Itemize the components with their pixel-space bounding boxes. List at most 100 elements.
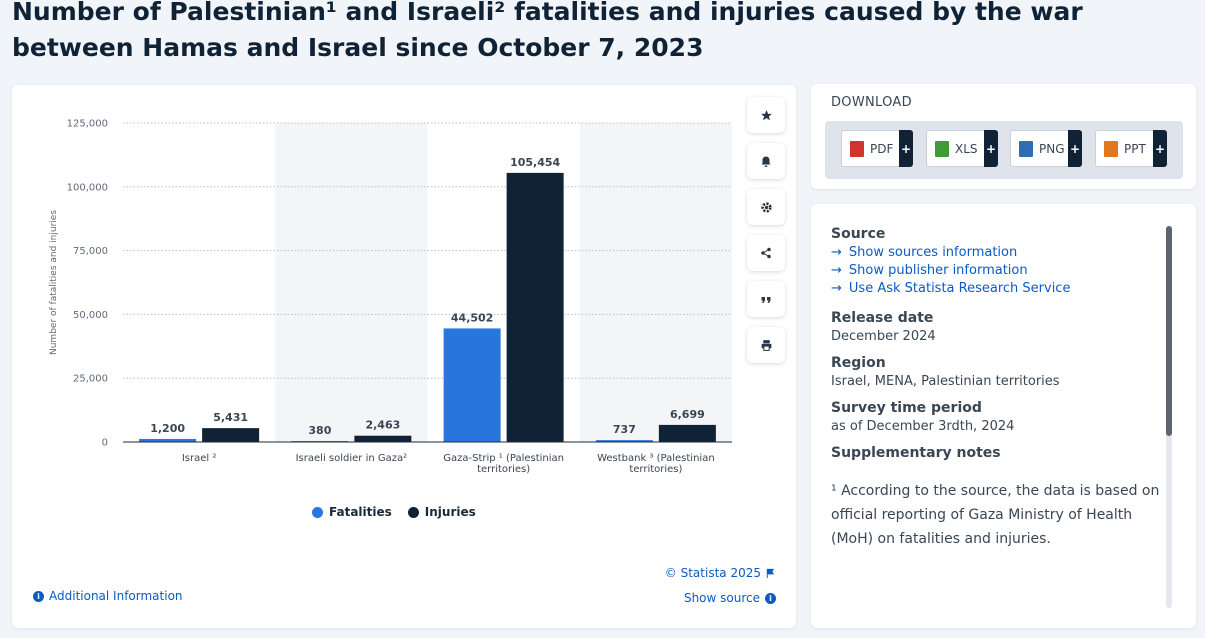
info-panel: Source → Show sources information → Show p… <box>811 204 1196 628</box>
ask-statista-link[interactable]: → Use Ask Statista Research Service <box>831 281 1161 296</box>
notification-button[interactable] <box>747 143 785 179</box>
y-tick-label: 25,000 <box>73 374 108 385</box>
download-png-button[interactable]: PNG + <box>1010 130 1082 167</box>
category-band <box>579 123 732 442</box>
download-ppt-label: PPT <box>1124 141 1146 156</box>
survey-period-value: as of December 3rdth, 2024 <box>831 419 1015 434</box>
info-content: Source → Show sources information → Show p… <box>831 226 1161 551</box>
bar-injuries <box>202 428 260 442</box>
print-icon <box>761 339 771 351</box>
chart-legend: Fatalities Injuries <box>312 505 476 519</box>
download-pdf-button[interactable]: PDF + <box>841 130 913 167</box>
arrow-right-icon: → <box>831 245 842 260</box>
bar-injuries <box>506 172 564 442</box>
release-date-heading: Release date <box>831 310 934 326</box>
download-pdf-label: PDF <box>870 141 894 156</box>
y-tick-label: 0 <box>102 438 108 449</box>
bar-injuries <box>658 424 716 442</box>
page-title: Number of Palestinian¹ and Israeli² fata… <box>12 0 1083 62</box>
legend-label-fatalities: Fatalities <box>329 505 392 519</box>
info-icon: i <box>33 590 44 602</box>
data-label: 6,699 <box>670 408 705 421</box>
bar-fatalities <box>443 328 501 442</box>
ppt-file-icon <box>1104 140 1118 157</box>
region-value: Israel, MENA, Palestinian territories <box>831 374 1060 389</box>
data-label: 1,200 <box>150 422 185 435</box>
download-heading: DOWNLOAD <box>831 95 912 110</box>
y-tick-label: 50,000 <box>73 310 108 321</box>
data-label: 737 <box>613 423 636 436</box>
share-icon <box>761 247 771 259</box>
plus-icon: + <box>1153 130 1167 167</box>
x-category-label: Westbank ³ (Palestinian <box>597 453 715 464</box>
star-icon <box>760 109 772 120</box>
png-file-icon <box>1019 140 1033 157</box>
plus-icon: + <box>984 130 998 167</box>
show-publisher-link[interactable]: → Show publisher information <box>831 263 1161 278</box>
source-heading: Source <box>831 226 886 242</box>
additional-information-label: Additional Information <box>49 589 183 603</box>
arrow-right-icon: → <box>831 281 842 296</box>
show-source-link[interactable]: Show source i <box>684 591 776 605</box>
legend-item-injuries[interactable]: Injuries <box>407 505 476 519</box>
arrow-right-icon: → <box>831 263 842 278</box>
category-band <box>275 123 428 442</box>
gear-icon <box>760 201 772 213</box>
statista-copyright[interactable]: © Statista 2025 <box>665 566 776 580</box>
chart-toolbar <box>747 97 785 363</box>
show-sources-link[interactable]: → Show sources information <box>831 245 1161 260</box>
bar-chart: 0 25,000 50,000 75,000 100,000 125,000 Number … <box>49 119 732 475</box>
legend-dot-fatalities <box>312 506 323 518</box>
y-tick-label: 100,000 <box>67 182 108 193</box>
data-label: 380 <box>308 424 331 437</box>
bar-injuries <box>354 435 412 442</box>
favorite-button[interactable] <box>747 97 785 133</box>
plus-icon: + <box>1068 130 1082 167</box>
download-panel: DOWNLOAD PDF + XLS + PNG + PPT + <box>811 84 1196 189</box>
pdf-file-icon <box>850 140 864 157</box>
supplementary-note-text: ¹ According to the source, the data is b… <box>831 483 1160 547</box>
settings-button[interactable] <box>747 189 785 225</box>
cite-button[interactable] <box>747 281 785 317</box>
download-ppt-button[interactable]: PPT + <box>1095 130 1167 167</box>
info-scrollbar[interactable] <box>1166 226 1172 608</box>
download-xls-button[interactable]: XLS + <box>926 130 998 167</box>
release-date-value: December 2024 <box>831 329 936 344</box>
download-png-label: PNG <box>1039 141 1065 156</box>
legend-label-injuries: Injuries <box>424 505 476 519</box>
additional-information-link[interactable]: i Additional Information <box>33 589 183 603</box>
info-icon: i <box>765 592 776 604</box>
x-category-label: Gaza-Strip ¹ (Palestinian <box>443 453 564 464</box>
chart-card: 0 25,000 50,000 75,000 100,000 125,000 Number … <box>12 85 796 628</box>
x-category-label: Israel ² <box>182 453 217 464</box>
y-tick-label: 75,000 <box>73 246 108 257</box>
copyright-text: © Statista 2025 <box>664 566 761 580</box>
data-label: 2,463 <box>365 419 400 432</box>
xls-file-icon <box>935 140 949 157</box>
legend-dot-injuries <box>407 506 419 518</box>
data-label: 5,431 <box>213 411 248 424</box>
plus-icon: + <box>899 130 913 167</box>
x-category-label: Israeli soldier in Gaza² <box>296 453 408 464</box>
ask-statista-label: Use Ask Statista Research Service <box>848 281 1071 296</box>
supplementary-notes-heading: Supplementary notes <box>831 445 1001 461</box>
legend-item-fatalities[interactable]: Fatalities <box>312 505 392 519</box>
share-button[interactable] <box>747 235 785 271</box>
show-publisher-label: Show publisher information <box>848 263 1028 278</box>
bar-fatalities <box>139 438 197 442</box>
download-buttons-row: PDF + XLS + PNG + PPT + <box>825 121 1183 179</box>
scrollbar-thumb[interactable] <box>1166 226 1172 436</box>
survey-period-heading: Survey time period <box>831 400 982 416</box>
data-label: 44,502 <box>451 311 493 324</box>
show-sources-label: Show sources information <box>848 245 1018 260</box>
region-heading: Region <box>831 355 886 371</box>
y-tick-label: 125,000 <box>67 119 108 130</box>
print-button[interactable] <box>747 327 785 363</box>
show-source-label: Show source <box>683 591 760 605</box>
flag-icon <box>766 568 775 578</box>
y-axis-title: Number of fatalities and injuries <box>49 210 59 355</box>
data-label: 105,454 <box>510 156 560 169</box>
x-category-label: territories) <box>629 464 682 475</box>
x-category-label: territories) <box>477 464 530 475</box>
download-xls-label: XLS <box>955 141 978 156</box>
